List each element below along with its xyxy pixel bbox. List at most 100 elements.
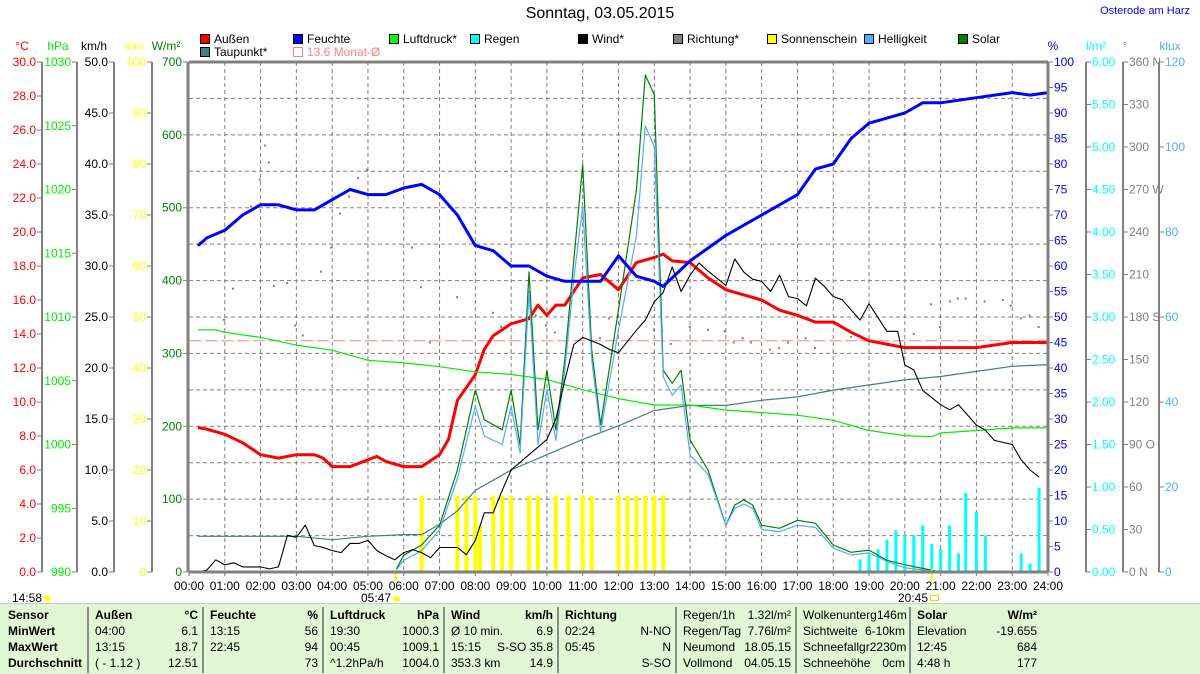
tick-label-solar: 300 — [162, 346, 182, 360]
x-tick-label: 08:00 — [460, 579, 490, 593]
stats-label: 353.3 km — [451, 656, 501, 670]
tick-label-temp: 0.0 — [19, 565, 36, 579]
tick-label-sunshine: 80 — [133, 157, 147, 171]
tick-label-klux: 0 — [1165, 565, 1172, 579]
legend-label: Feuchte — [307, 32, 351, 46]
direction-point — [669, 342, 672, 345]
tick-label-pressure: 1005 — [44, 374, 71, 388]
tick-label-solar: 100 — [162, 492, 182, 506]
tick-label-solar: 700 — [162, 55, 182, 69]
direction-point — [544, 324, 547, 327]
sunset: 20:45 — [898, 591, 940, 605]
rain-bar — [1028, 563, 1032, 572]
axis-unit-sunshine: min — [124, 39, 143, 53]
stats-label: Wind — [451, 608, 481, 622]
sunshine-bar — [464, 495, 469, 572]
stats-value: 177 — [1016, 656, 1037, 670]
stats-value: -19.655 — [996, 624, 1037, 638]
rain-bar — [921, 525, 925, 572]
location-label: Osterode am Harz — [1100, 5, 1190, 17]
stats-label: Richtung — [565, 608, 617, 622]
tick-label-temp: 10.0 — [13, 395, 37, 409]
axis-humidity: % 0 5 10 15 20 25 30 35 40 45 50 55 60 65 70 75 80 85 90 95 1… — [1048, 39, 1075, 579]
direction-point — [723, 330, 726, 333]
stats-value: 1000.3 — [402, 624, 439, 638]
sunshine-bar — [509, 495, 514, 572]
stats-label: 05:45 — [565, 640, 596, 654]
tick-label-temp: 20.0 — [13, 225, 37, 239]
rain-bar — [867, 555, 871, 572]
sunshine-bar — [643, 495, 648, 572]
legend-label: Wind* — [592, 32, 625, 46]
sunrise: 05:47 — [361, 591, 401, 605]
stats-value: 1004.0 — [402, 656, 439, 670]
direction-point — [286, 282, 289, 284]
tick-label-sunshine: 30 — [133, 412, 147, 426]
stats-value: km/h — [524, 608, 553, 622]
legend-swatch — [864, 34, 874, 44]
day-length-value: 14:58 — [12, 591, 43, 605]
axis-unit-rain: l/m² — [1086, 39, 1106, 53]
tick-label-wind: 45.0 — [85, 106, 109, 120]
stats-label: Elevation — [917, 624, 967, 638]
stats-label: 13:15 — [210, 624, 241, 638]
stats-value: 14.9 — [529, 656, 553, 670]
legend-label: Helligkeit — [878, 32, 927, 46]
stats-row: Wind km/h — [445, 607, 557, 623]
direction-point — [456, 296, 459, 299]
tick-label-klux: 120 — [1165, 55, 1185, 69]
stats-label: 22:45 — [210, 640, 241, 654]
direction-point — [263, 144, 266, 147]
tick-label-pressure: 1010 — [44, 310, 71, 324]
legend-item: 13.6 Monat-Ø — [293, 45, 380, 59]
direction-point — [491, 311, 494, 314]
direction-point — [777, 347, 780, 350]
stats-wind: Wind km/h Ø 10 min. 6.9 15:15 S-SO 35.8 353.3 … — [443, 607, 557, 673]
tick-label-direction: 120 — [1129, 395, 1149, 409]
direction-point — [1028, 314, 1031, 317]
x-tick-label: 03:00 — [281, 579, 311, 593]
tick-label-humidity: 30 — [1054, 412, 1068, 426]
tick-label-temp: 4.0 — [19, 497, 36, 511]
stats-value: S-SO 35.8 — [496, 640, 553, 654]
tick-label-humidity: 85 — [1054, 132, 1068, 146]
tick-label-temp: 8.0 — [19, 429, 36, 443]
sunshine-bar — [527, 495, 532, 572]
direction-point — [267, 161, 270, 164]
rain-bar — [974, 511, 978, 572]
direction-point — [912, 333, 915, 335]
sunset-time: 20:45 — [898, 591, 929, 605]
tick-label-klux: 100 — [1165, 140, 1185, 154]
rain-bar — [903, 535, 907, 572]
direction-point — [607, 317, 610, 320]
stats-label: 4:48 h — [917, 656, 951, 670]
tick-label-humidity: 65 — [1054, 234, 1068, 248]
stats-value: 18.05.15 — [744, 640, 791, 654]
x-tick-label: 13:00 — [639, 579, 669, 593]
stats-row: 02:24 N-NO — [559, 623, 675, 639]
legend-label: Richtung* — [687, 32, 740, 46]
tick-label-pressure: 1020 — [44, 183, 71, 197]
stats-value: 56 — [304, 624, 318, 638]
stats-label: Schneefallgr — [803, 640, 870, 654]
x-tick-label: 04:00 — [317, 579, 347, 593]
rain-bar — [885, 539, 889, 572]
tick-label-solar: 200 — [162, 419, 182, 433]
x-tick-label: 20:00 — [890, 579, 920, 593]
tick-label-klux: 40 — [1165, 395, 1179, 409]
stats-luftdruck: Luftdruck hPa 19:30 1000.3 00:45 1009.1 ^1.2hP… — [322, 607, 443, 673]
tick-label-humidity: 95 — [1054, 81, 1068, 95]
stats-row: Außen °C — [89, 607, 202, 623]
tick-label-wind: 25.0 — [85, 310, 109, 324]
axis-klux: klux 0 20 40 60 80 100 120 — [1158, 39, 1185, 579]
stats-value: 1009.1 — [402, 640, 439, 654]
rain-bar — [939, 549, 943, 572]
stats-value: 6-10km — [864, 624, 905, 638]
tick-label-wind: 15.0 — [85, 412, 109, 426]
rain-bar — [948, 525, 952, 572]
x-tick-label: 24:00 — [1033, 579, 1063, 593]
tick-label-direction: 300 — [1129, 140, 1149, 154]
stats-label: 04:00 — [95, 624, 126, 638]
stats-label: Vollmond — [683, 656, 733, 670]
x-tick-label: 07:00 — [425, 579, 455, 593]
